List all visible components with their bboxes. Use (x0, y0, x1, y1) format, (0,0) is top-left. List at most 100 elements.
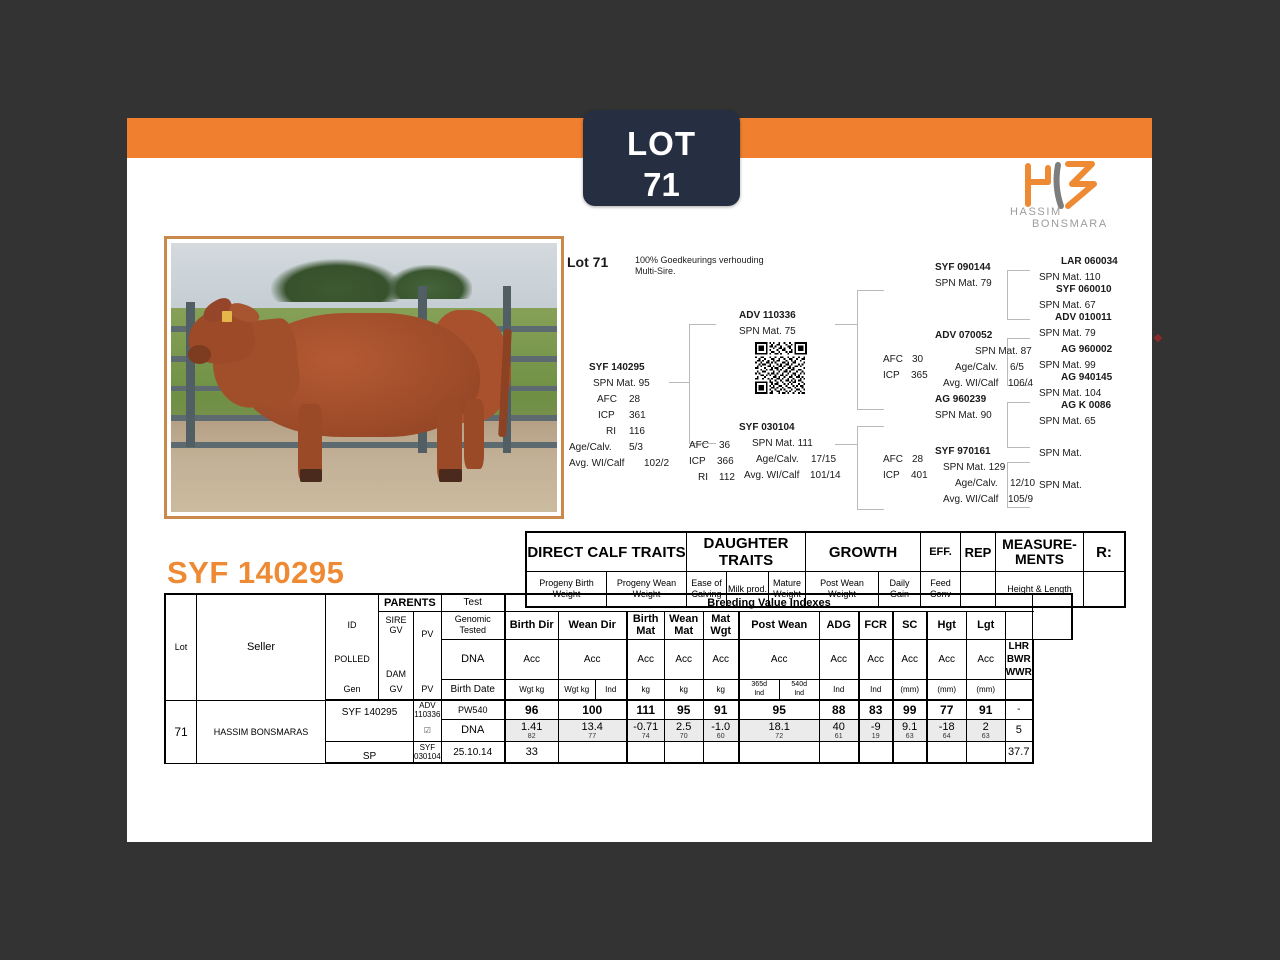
unit-mat-wgt: kg (702, 678, 740, 701)
unit-birth-dir: Wgt kg (503, 678, 559, 701)
cell-adg-bv: 40 61 (818, 718, 860, 742)
table-row: DIRECT CALF TRAITS DAUGHTER TRAITS GROWT… (525, 531, 1126, 572)
acc-sc: Acc (891, 638, 928, 680)
value-birth-dir-bv: 1.41 (520, 720, 543, 733)
header-r-ratios: LHR BWR WWR (1004, 638, 1034, 680)
trait-groups-table: DIRECT CALF TRAITS DAUGHTER TRAITS GROWT… (525, 531, 1126, 608)
cell-post-wean-bv: 18.1 72 (737, 718, 820, 742)
value-fcr-bv: -9 (870, 720, 881, 733)
group-r: R: (1083, 531, 1126, 572)
table-row: POLLED DAM DNA Acc Acc Acc Acc Acc Acc A… (165, 638, 1072, 680)
ped-dam-id: SYF 030104 (739, 422, 795, 433)
ped-animal-ri-label: RI (606, 426, 616, 437)
header-sc: SC (891, 610, 928, 640)
ped-dam-icp-label: ICP (689, 456, 706, 467)
ped-sire-spn: SPN Mat. 75 (739, 326, 796, 337)
page-title: SYF 140295 (167, 555, 345, 590)
value-mat-wgt-acc: 60 (716, 732, 725, 740)
blank-wean-dir (557, 741, 628, 764)
header-hgt: Hgt (925, 610, 967, 640)
value-adg-index: 88 (818, 699, 860, 720)
ped-sire-id: ADV 110336 (739, 310, 796, 321)
value-birth-mat-index: 111 (625, 699, 665, 720)
value-hgt-acc: 64 (942, 732, 951, 740)
group-direct-calf-traits: DIRECT CALF TRAITS (525, 531, 687, 572)
value-lhr: - (1004, 699, 1034, 720)
ped-dam-icp: 366 (717, 456, 734, 467)
header-polled: POLLED (325, 639, 379, 679)
header-birth-date: Birth Date (440, 678, 506, 701)
lot-word-label: LOT (627, 125, 696, 162)
header-dam-pv-blank (413, 639, 442, 679)
ped-dam-afc2: 28 (912, 454, 924, 465)
sub-r-blank (1083, 571, 1126, 608)
value-sc-index: 99 (891, 699, 928, 720)
value-lgt-bv: 2 (982, 720, 989, 733)
value-sc-acc: 63 (905, 732, 914, 740)
header-sire-label: SIRE (385, 615, 407, 626)
value-mat-wgt-bv: -1.0 (711, 720, 731, 733)
row-test-dna: DNA (440, 718, 506, 742)
header-lgt: Lgt (965, 610, 1006, 640)
ped-animal-avg: 102/2 (644, 458, 670, 469)
value-birth-mat-acc: 74 (641, 732, 650, 740)
ped-gen4-3-id: AG 960002 (1061, 344, 1113, 355)
value-adg-bv: 40 (832, 720, 845, 733)
header-genomic-tested: Genomic Tested (440, 610, 506, 640)
ped-gen4-5-id: AG K 0086 (1061, 400, 1112, 411)
header-parents: PARENTS (378, 593, 442, 612)
ped-gen3-2-id: AG 960239 (935, 394, 987, 405)
ped-dam-avg: 101/14 (810, 470, 841, 481)
unit-adg: Ind (818, 678, 860, 701)
ped-gen4-4-spn: SPN Mat. 104 (1039, 388, 1102, 399)
ped-gen4-0-spn: SPN Mat. 110 (1039, 272, 1101, 283)
ped-gen3-1-agecalv: 6/5 (1010, 362, 1024, 373)
header-wean-mat: Wean Mat (663, 610, 704, 640)
table-row: Lot Seller PARENTS Test Breeding Value I… (164, 593, 1074, 701)
table-row: 71 HASSIM BONSMARAS SYF 140295 ADV 11033… (164, 699, 1072, 764)
value-wean-mat-bv: 2.5 (676, 720, 692, 733)
acc-hgt: Acc (925, 638, 967, 680)
unit-sc: (mm) (891, 678, 928, 701)
table-row: Gen GV PV Birth Date Wgt kg Wgt kg Ind k… (165, 678, 1072, 701)
ped-dam-spn: SPN Mat. 111 (752, 438, 813, 449)
ped-gen3-1-agecalv-label: Age/Calv. (955, 362, 998, 373)
ped-animal-icp-label: ICP (598, 410, 615, 421)
unit-post-wean-365: 365d Ind (737, 678, 780, 701)
header-dam-gv: GV (378, 679, 414, 701)
ped-dam-icp2: 401 (911, 470, 928, 481)
blank-fcr (857, 741, 894, 764)
header-bvi-banner: Breeding Value Indexes (503, 593, 1034, 612)
header-post-wean: Post Wean (737, 610, 820, 640)
ped-gen4-3-spn: SPN Mat. 99 (1039, 360, 1096, 371)
header-r-blank (1032, 593, 1074, 640)
ped-gen3-0-id: SYF 090144 (935, 262, 991, 273)
ped-sire-icp-label: ICP (883, 370, 900, 381)
blank-wean-mat (663, 741, 704, 764)
bull-photo (171, 243, 557, 512)
header-mat-wgt: Mat Wgt (702, 610, 740, 640)
ped-dam-agecalv: 17/15 (811, 454, 837, 465)
value-hgt-bv: -18 (938, 720, 955, 733)
value-birth-dir-acc: 82 (527, 732, 536, 740)
header-gen: Gen (325, 679, 379, 701)
value-mat-wgt-index: 91 (702, 699, 740, 720)
value-lgt-acc: 63 (981, 732, 990, 740)
ped-gen3-2-spn: SPN Mat. 90 (935, 410, 992, 421)
unit-r-blank (1004, 678, 1034, 701)
blank-post-wean (737, 741, 820, 764)
ped-gen4-2-spn: SPN Mat. 79 (1039, 328, 1096, 339)
ped-gen3-3-avg: 105/9 (1008, 494, 1034, 505)
cell-fcr-bv: -9 19 (857, 718, 894, 742)
logo-line-1: HASSIM (1010, 206, 1062, 218)
cell-wean-dir-bv: 13.4 77 (557, 718, 628, 742)
value-wean-dir-acc: 77 (588, 732, 597, 740)
hb-monogram-icon (1025, 161, 1097, 209)
pedigree-lot-label: Lot 71 (567, 254, 609, 270)
unit-birth-mat: kg (625, 678, 665, 701)
ped-animal-id: SYF 140295 (589, 362, 645, 373)
value-adg-acc: 61 (834, 732, 843, 740)
ped-dam-ri: 112 (719, 472, 735, 483)
header-seller: Seller (196, 593, 326, 701)
ped-gen3-3-spn: SPN Mat. 129 (943, 462, 1006, 473)
